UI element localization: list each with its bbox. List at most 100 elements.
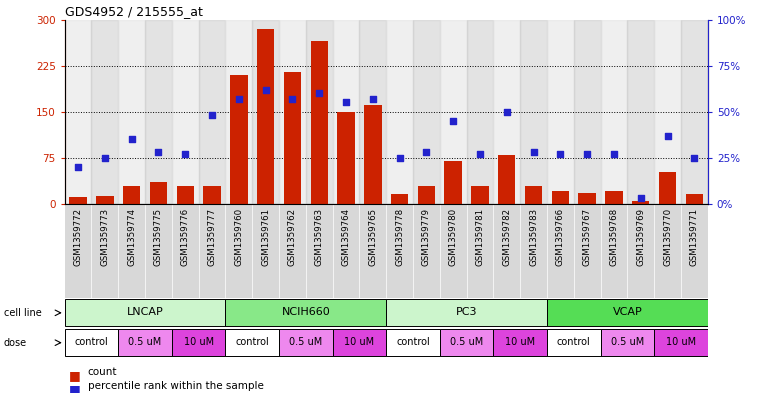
Bar: [654, 20, 681, 204]
Bar: [493, 20, 521, 204]
Bar: [387, 329, 440, 356]
Bar: [306, 204, 333, 298]
Bar: [627, 20, 654, 204]
Text: GSM1359782: GSM1359782: [502, 208, 511, 266]
Bar: [547, 204, 574, 298]
Point: [501, 108, 513, 115]
Bar: [552, 191, 569, 204]
Bar: [654, 204, 681, 298]
Text: GSM1359770: GSM1359770: [663, 208, 672, 266]
Bar: [387, 20, 413, 204]
Text: GSM1359779: GSM1359779: [422, 208, 431, 266]
Text: NCIH660: NCIH660: [282, 307, 330, 317]
Bar: [177, 186, 194, 204]
Text: GSM1359771: GSM1359771: [689, 208, 699, 266]
Bar: [279, 329, 333, 356]
Text: GSM1359766: GSM1359766: [556, 208, 565, 266]
Bar: [203, 186, 221, 204]
Text: 0.5 uM: 0.5 uM: [289, 337, 323, 347]
Text: 0.5 uM: 0.5 uM: [129, 337, 161, 347]
Bar: [279, 204, 306, 298]
Text: GSM1359774: GSM1359774: [127, 208, 136, 266]
Text: GSM1359765: GSM1359765: [368, 208, 377, 266]
Bar: [69, 197, 87, 204]
Bar: [574, 20, 600, 204]
Bar: [440, 20, 466, 204]
Bar: [172, 204, 199, 298]
Bar: [493, 329, 547, 356]
Point: [126, 136, 138, 142]
Bar: [681, 20, 708, 204]
Bar: [333, 329, 387, 356]
Bar: [686, 195, 703, 204]
Bar: [521, 204, 547, 298]
Text: count: count: [88, 367, 117, 377]
Bar: [547, 329, 600, 356]
Text: GSM1359780: GSM1359780: [449, 208, 457, 266]
Bar: [145, 20, 172, 204]
Bar: [440, 204, 466, 298]
Bar: [230, 75, 247, 204]
Text: 10 uM: 10 uM: [505, 337, 535, 347]
Bar: [279, 20, 306, 204]
Text: percentile rank within the sample: percentile rank within the sample: [88, 381, 263, 391]
Bar: [257, 29, 275, 204]
Bar: [118, 204, 145, 298]
Text: 0.5 uM: 0.5 uM: [450, 337, 483, 347]
Bar: [91, 204, 118, 298]
Point: [72, 163, 84, 170]
Text: 10 uM: 10 uM: [344, 337, 374, 347]
Bar: [123, 186, 140, 204]
Text: ■: ■: [68, 369, 80, 382]
Bar: [359, 20, 387, 204]
Bar: [627, 204, 654, 298]
Bar: [333, 204, 359, 298]
Bar: [391, 195, 409, 204]
Point: [206, 112, 218, 118]
Point: [286, 95, 298, 102]
Bar: [600, 329, 654, 356]
Text: GSM1359777: GSM1359777: [208, 208, 217, 266]
Bar: [444, 161, 462, 204]
Text: GSM1359761: GSM1359761: [261, 208, 270, 266]
Text: GSM1359764: GSM1359764: [342, 208, 351, 266]
Bar: [600, 20, 627, 204]
Point: [581, 151, 594, 157]
Point: [661, 132, 673, 139]
Point: [179, 151, 191, 157]
Text: GSM1359783: GSM1359783: [529, 208, 538, 266]
Text: LNCAP: LNCAP: [126, 307, 164, 317]
Bar: [493, 204, 521, 298]
Bar: [310, 41, 328, 204]
Bar: [65, 20, 91, 204]
Text: control: control: [557, 337, 591, 347]
Text: GSM1359781: GSM1359781: [476, 208, 485, 266]
Bar: [547, 299, 708, 326]
Text: 0.5 uM: 0.5 uM: [611, 337, 644, 347]
Text: GSM1359769: GSM1359769: [636, 208, 645, 266]
Point: [608, 151, 620, 157]
Bar: [333, 20, 359, 204]
Text: GSM1359768: GSM1359768: [610, 208, 619, 266]
Bar: [337, 112, 355, 204]
Bar: [605, 191, 622, 204]
Point: [340, 99, 352, 106]
Bar: [521, 20, 547, 204]
Bar: [91, 20, 118, 204]
Point: [635, 195, 647, 201]
Bar: [65, 329, 118, 356]
Text: GSM1359773: GSM1359773: [100, 208, 110, 266]
Bar: [600, 204, 627, 298]
Bar: [578, 193, 596, 204]
Bar: [359, 204, 387, 298]
Bar: [252, 20, 279, 204]
Text: GSM1359767: GSM1359767: [583, 208, 591, 266]
Text: control: control: [235, 337, 269, 347]
Bar: [65, 204, 91, 298]
Bar: [96, 196, 113, 204]
Bar: [225, 329, 279, 356]
Point: [420, 149, 432, 155]
Bar: [574, 204, 600, 298]
Point: [99, 154, 111, 161]
Bar: [387, 204, 413, 298]
